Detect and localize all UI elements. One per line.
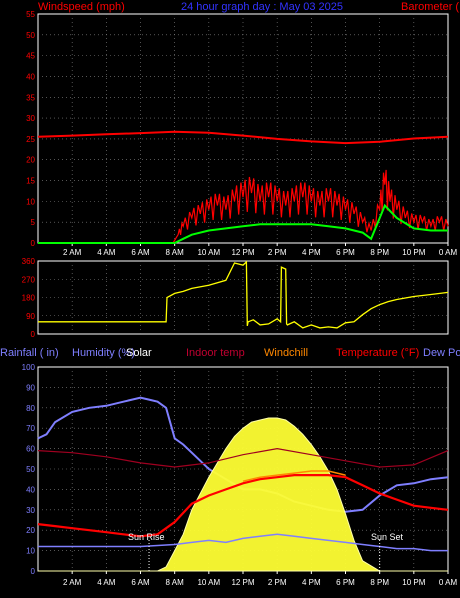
x-tick-label: 4 AM [97,248,116,257]
header-title: 24 hour graph day : May 03 2025 [181,1,343,13]
wind-average-series-line [38,203,448,244]
windchill-series-line [242,470,346,482]
x-tick-label: 6 PM [336,248,355,257]
legend-humidity: Humidity (%) [72,347,135,359]
sunrise-annotation: Sun Rise [128,532,165,542]
y-tick-label: 35 [26,93,35,102]
x-tick-label: 6 AM [131,578,150,587]
y-tick-label: 70 [26,424,35,433]
y-tick-label: 100 [22,363,36,372]
x-tick-label: 2 AM [63,248,82,257]
solar-series-area [38,417,448,572]
x-tick-label: 10 PM [402,578,425,587]
legend-windchill: Windchill [264,347,308,359]
x-tick-label: 0 AM [439,578,458,587]
legend-rainfall: Rainfall ( in) [0,347,59,359]
x-tick-label: 6 AM [131,248,150,257]
x-tick-label: 2 PM [268,578,287,587]
header-windspeed-label: Windspeed (mph) [38,1,125,13]
y-tick-label: 10 [26,547,35,556]
climate-panel: 0 10 20 30 40 50 60 70 80 90 100 2 AM 4 AM 6 AM 8 AM 10… [22,363,458,587]
y-tick-label: 0 [31,239,36,248]
legend-indoor: Indoor temp [186,347,245,359]
y-tick-label: 90 [26,312,35,321]
y-tick-label: 40 [26,72,35,81]
y-tick-label: 30 [26,506,35,515]
y-tick-label: 180 [22,294,36,303]
y-tick-label: 15 [26,177,35,186]
y-tick-label: 0 [31,330,36,339]
x-tick-label: 8 AM [166,578,185,587]
y-tick-label: 20 [26,526,35,535]
y-tick-label: 55 [26,10,35,19]
legend-dewpoint: Dew Po [423,347,460,359]
temperature-series-line [37,474,449,538]
indoor-temp-series-line [37,447,449,468]
x-tick-label: 0 AM [439,248,458,257]
humidity-series-line [37,396,449,513]
y-tick-label: 40 [26,485,35,494]
x-tick-label: 2 AM [63,578,82,587]
y-tick-label: 360 [22,257,36,266]
y-tick-label: 25 [26,135,35,144]
wind-direction-series-line [38,260,449,329]
x-tick-label: 8 PM [370,578,389,587]
y-tick-label: 60 [26,445,35,454]
x-tick-label: 2 PM [268,248,287,257]
sunset-annotation: Sun Set [371,532,404,542]
y-tick-label: 50 [26,465,35,474]
barometer-series-line [37,130,449,145]
y-tick-label: 5 [31,218,36,227]
legend-temperature: Temperature (°F) [336,347,419,359]
direction-panel: 0 90 180 270 360 [22,257,449,339]
y-tick-label: 50 [26,31,35,40]
x-tick-label: 4 AM [97,578,116,587]
y-tick-label: 0 [31,567,36,576]
x-tick-label: 10 AM [197,578,220,587]
y-tick-label: 45 [26,52,35,61]
y-tick-label: 80 [26,404,35,413]
wind-panel: 0 5 10 15 20 25 30 35 40 45 50 55 2 AM 4 AM 6 AM 8 AM 10… [26,10,457,257]
header-barometer-label: Barometer ( [401,1,459,13]
y-tick-label: 30 [26,114,35,123]
y-tick-label: 20 [26,156,35,165]
x-tick-label: 8 AM [166,248,185,257]
x-tick-label: 4 PM [302,248,321,257]
x-tick-label: 10 AM [197,248,220,257]
x-tick-label: 12 PM [231,578,254,587]
windspeed-series-line [38,169,449,244]
x-tick-label: 12 PM [231,248,254,257]
x-tick-label: 4 PM [302,578,321,587]
y-tick-label: 10 [26,197,35,206]
dewpoint-series-line [38,533,448,552]
x-tick-label: 6 PM [336,578,355,587]
y-tick-label: 270 [22,275,36,284]
x-tick-label: 8 PM [370,248,389,257]
legend-solar: Solar [126,347,152,359]
y-tick-label: 90 [26,383,35,392]
x-tick-label: 10 PM [402,248,425,257]
